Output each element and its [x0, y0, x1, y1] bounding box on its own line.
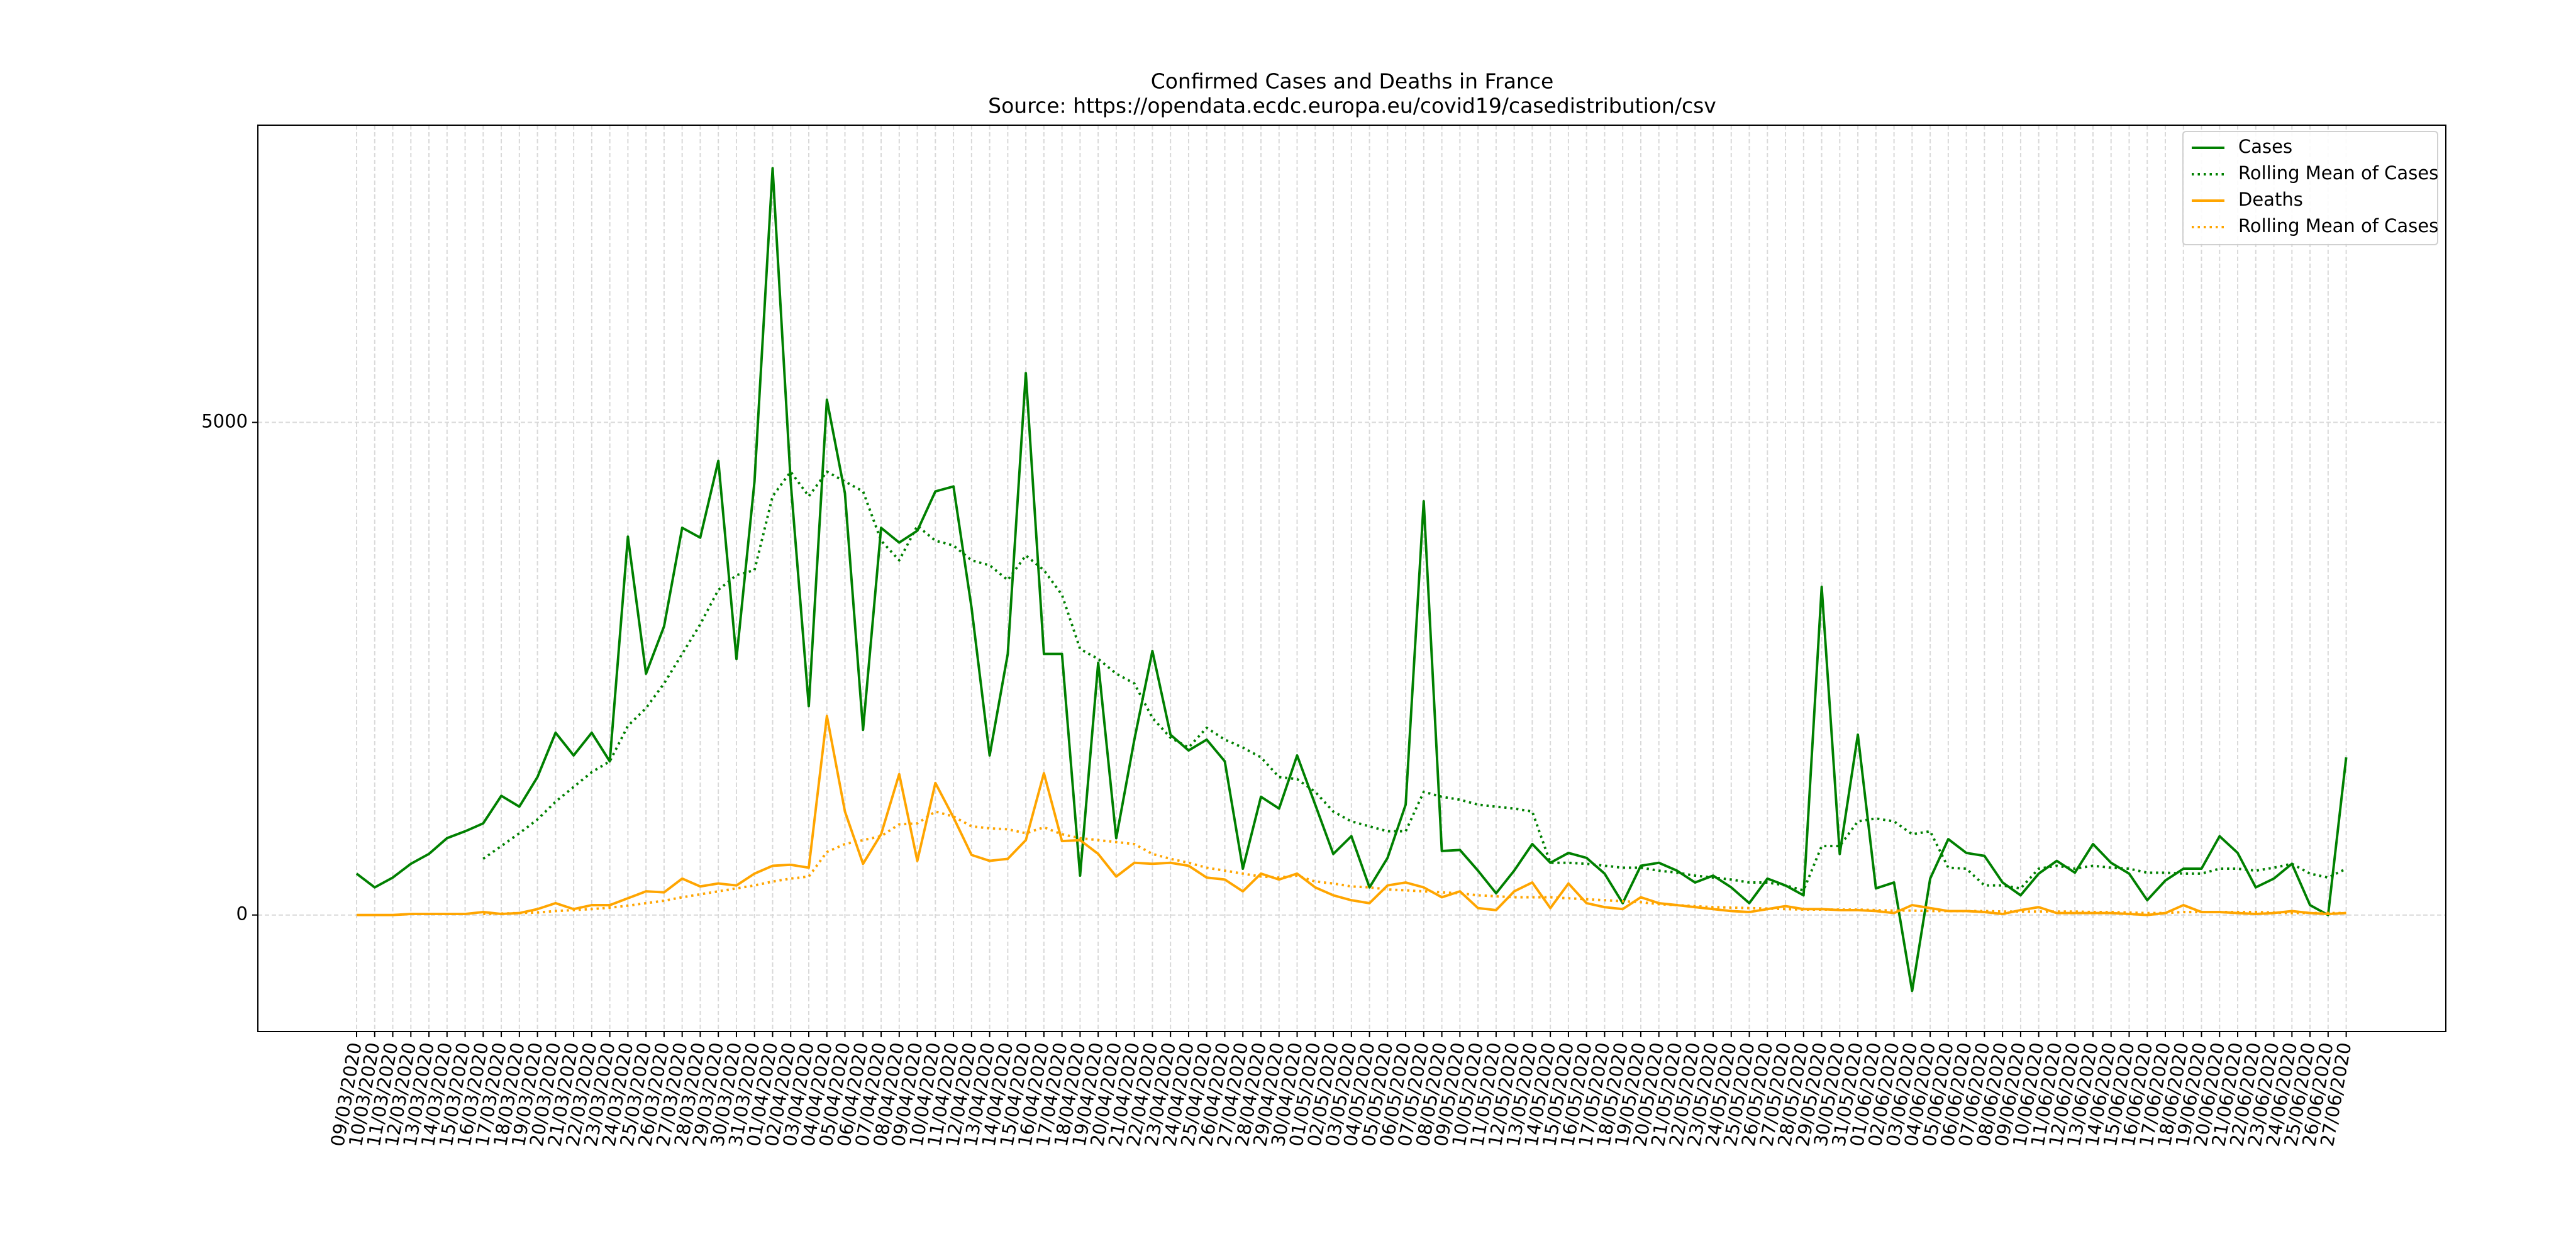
chart-title: Confirmed Cases and Deaths in France [1151, 69, 1554, 94]
legend-label: Rolling Mean of Cases [2238, 215, 2438, 237]
chart-subtitle: Source: https://opendata.ecdc.europa.eu/… [988, 94, 1716, 118]
series-line [357, 715, 2346, 916]
legend-label: Cases [2238, 136, 2292, 157]
y-tick-label: 0 [236, 903, 248, 925]
legend-label: Rolling Mean of Cases [2238, 162, 2438, 184]
series-line [483, 810, 2346, 916]
series-line [482, 470, 2347, 892]
y-tick-label: 5000 [201, 411, 248, 432]
plot-frame [257, 125, 2446, 1032]
series-line [355, 167, 2348, 993]
legend-box [2182, 131, 2438, 245]
legend-label: Deaths [2238, 189, 2303, 210]
